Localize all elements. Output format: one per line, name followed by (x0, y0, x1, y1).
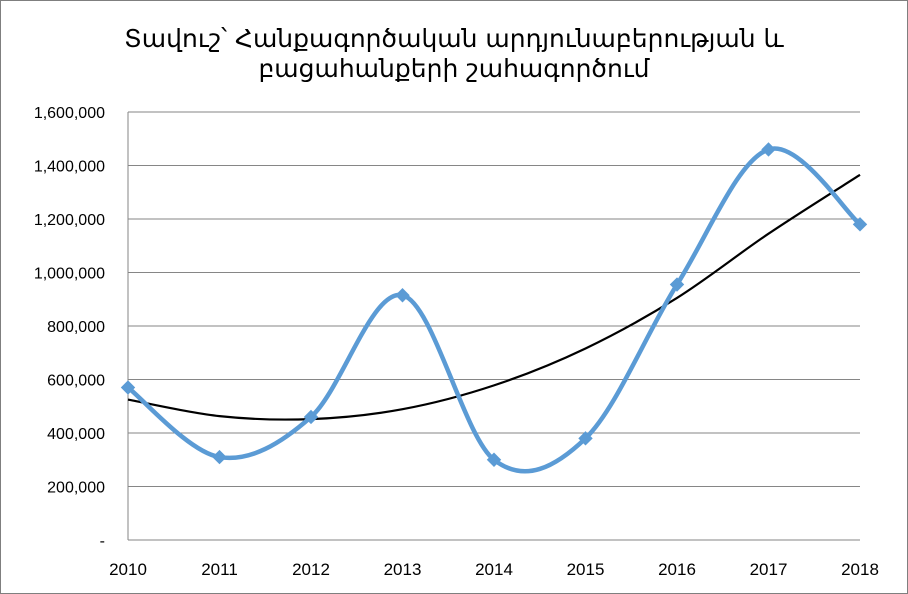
axes (127, 112, 860, 541)
series-line-0 (125, 146, 863, 474)
y-tick-label-7: 1,400,000 (34, 159, 105, 176)
gridlines (128, 111, 860, 487)
data-point-2011 (212, 449, 227, 465)
x-tick-label-2015: 2015 (567, 560, 605, 579)
y-tick-label-6: 1,200,000 (34, 212, 105, 229)
data-point-2017 (761, 142, 776, 157)
y-tick-label-2: 400,000 (47, 426, 105, 443)
trendline-layer (127, 173, 861, 421)
data-point-2018 (852, 217, 868, 232)
x-tick-label-2017: 2017 (750, 560, 788, 579)
y-tick-label-5: 1,000,000 (34, 266, 105, 283)
data-point-2015 (578, 431, 593, 446)
y-tick-label-3: 600,000 (47, 373, 105, 390)
x-tick-label-2016: 2016 (658, 560, 696, 579)
data-point-2014 (486, 452, 502, 467)
chart-title-line-2: բացահանքերի շահագործում (258, 54, 650, 83)
data-point-2010 (120, 380, 136, 395)
data-point-2012 (303, 409, 319, 425)
chart-title-line-1: Տավուշ՝ Հանքագործական արդյունաբերության … (124, 24, 784, 53)
y-tick-label-0: - (100, 533, 105, 550)
x-tick-label-2014: 2014 (475, 560, 513, 579)
x-tick-label-2018: 2018 (841, 560, 879, 579)
x-tick-labels: 2010 2011 2012 2013 2014 2015 2016 2017 2018 (109, 560, 879, 579)
series-layer (120, 142, 868, 474)
trendline (127, 173, 861, 421)
x-tick-label-2013: 2013 (384, 560, 422, 579)
x-tick-label-2012: 2012 (292, 560, 330, 579)
x-tick-label-2011: 2011 (201, 560, 238, 579)
x-tick-label-2010: 2010 (109, 560, 147, 579)
y-tick-label-1: 200,000 (47, 480, 105, 497)
y-tick-label-8: 1,600,000 (34, 105, 105, 122)
y-tick-label-4: 800,000 (47, 319, 105, 336)
data-point-2013 (395, 288, 410, 303)
y-tick-labels: - 200,000 400,000 600,000 800,000 1,000,000 1,… (34, 105, 105, 550)
data-point-2016 (669, 277, 685, 292)
